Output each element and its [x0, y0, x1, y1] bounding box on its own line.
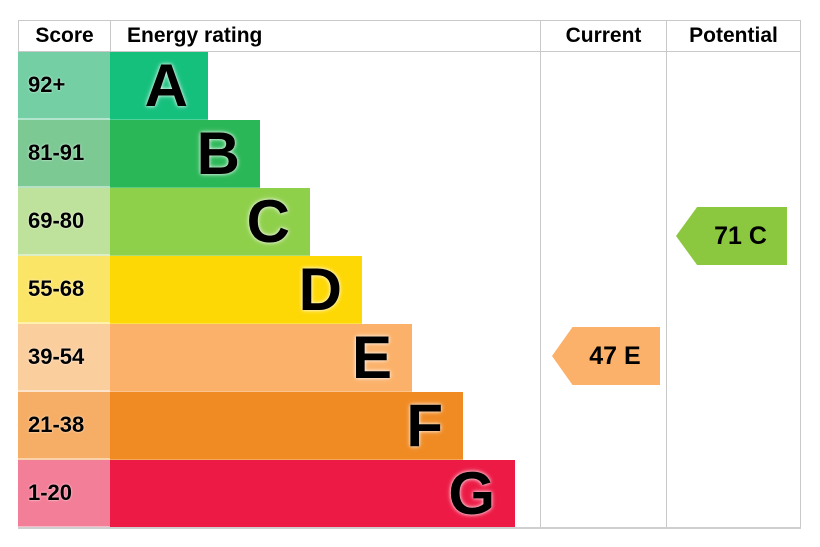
current-header: Current — [541, 21, 667, 51]
score-cell: 1-20 — [18, 460, 110, 528]
energy-rating-header: Energy rating — [111, 21, 541, 51]
potential-marker-label: 71 C — [714, 221, 767, 250]
score-cell: 39-54 — [18, 324, 110, 392]
band-row: 69-80 C — [18, 188, 540, 256]
rating-bar: C — [110, 188, 310, 256]
score-cell: 55-68 — [18, 256, 110, 324]
score-cell: 69-80 — [18, 188, 110, 256]
score-header: Score — [19, 21, 111, 51]
table-bottom-border — [18, 527, 801, 529]
band-rows: 92+ A 81-91 B 69-80 C 55-68 D 39-54 E 21… — [18, 52, 540, 528]
rating-bar: F — [110, 392, 463, 460]
rating-letter: B — [196, 119, 240, 187]
band-row: 1-20 G — [18, 460, 540, 528]
rating-bar: E — [110, 324, 412, 392]
band-row: 39-54 E — [18, 324, 540, 392]
rating-letter: C — [246, 187, 290, 255]
rating-letter: G — [448, 459, 495, 527]
table-right-border — [800, 52, 801, 528]
rating-bar: G — [110, 460, 515, 528]
current-column-border — [540, 52, 541, 528]
rating-letter: A — [144, 51, 188, 119]
band-row: 92+ A — [18, 52, 540, 120]
score-cell: 21-38 — [18, 392, 110, 460]
rating-bar: D — [110, 256, 362, 324]
rating-letter: F — [406, 391, 443, 459]
current-marker-label: 47 E — [589, 341, 641, 370]
score-cell: 81-91 — [18, 120, 110, 188]
rating-bar: A — [110, 52, 208, 120]
band-row: 55-68 D — [18, 256, 540, 324]
score-cell: 92+ — [18, 52, 110, 120]
epc-chart: Score Energy rating Current Potential 92… — [18, 20, 801, 529]
band-row: 21-38 F — [18, 392, 540, 460]
potential-marker-arrow: 71 C — [676, 207, 787, 265]
rating-letter: E — [351, 323, 392, 391]
header-row: Score Energy rating Current Potential — [18, 20, 801, 52]
rating-bar: B — [110, 120, 260, 188]
rating-letter: D — [298, 255, 342, 323]
potential-header: Potential — [689, 24, 778, 47]
potential-column-border — [666, 52, 667, 528]
current-marker-arrow: 47 E — [552, 327, 660, 385]
band-row: 81-91 B — [18, 120, 540, 188]
